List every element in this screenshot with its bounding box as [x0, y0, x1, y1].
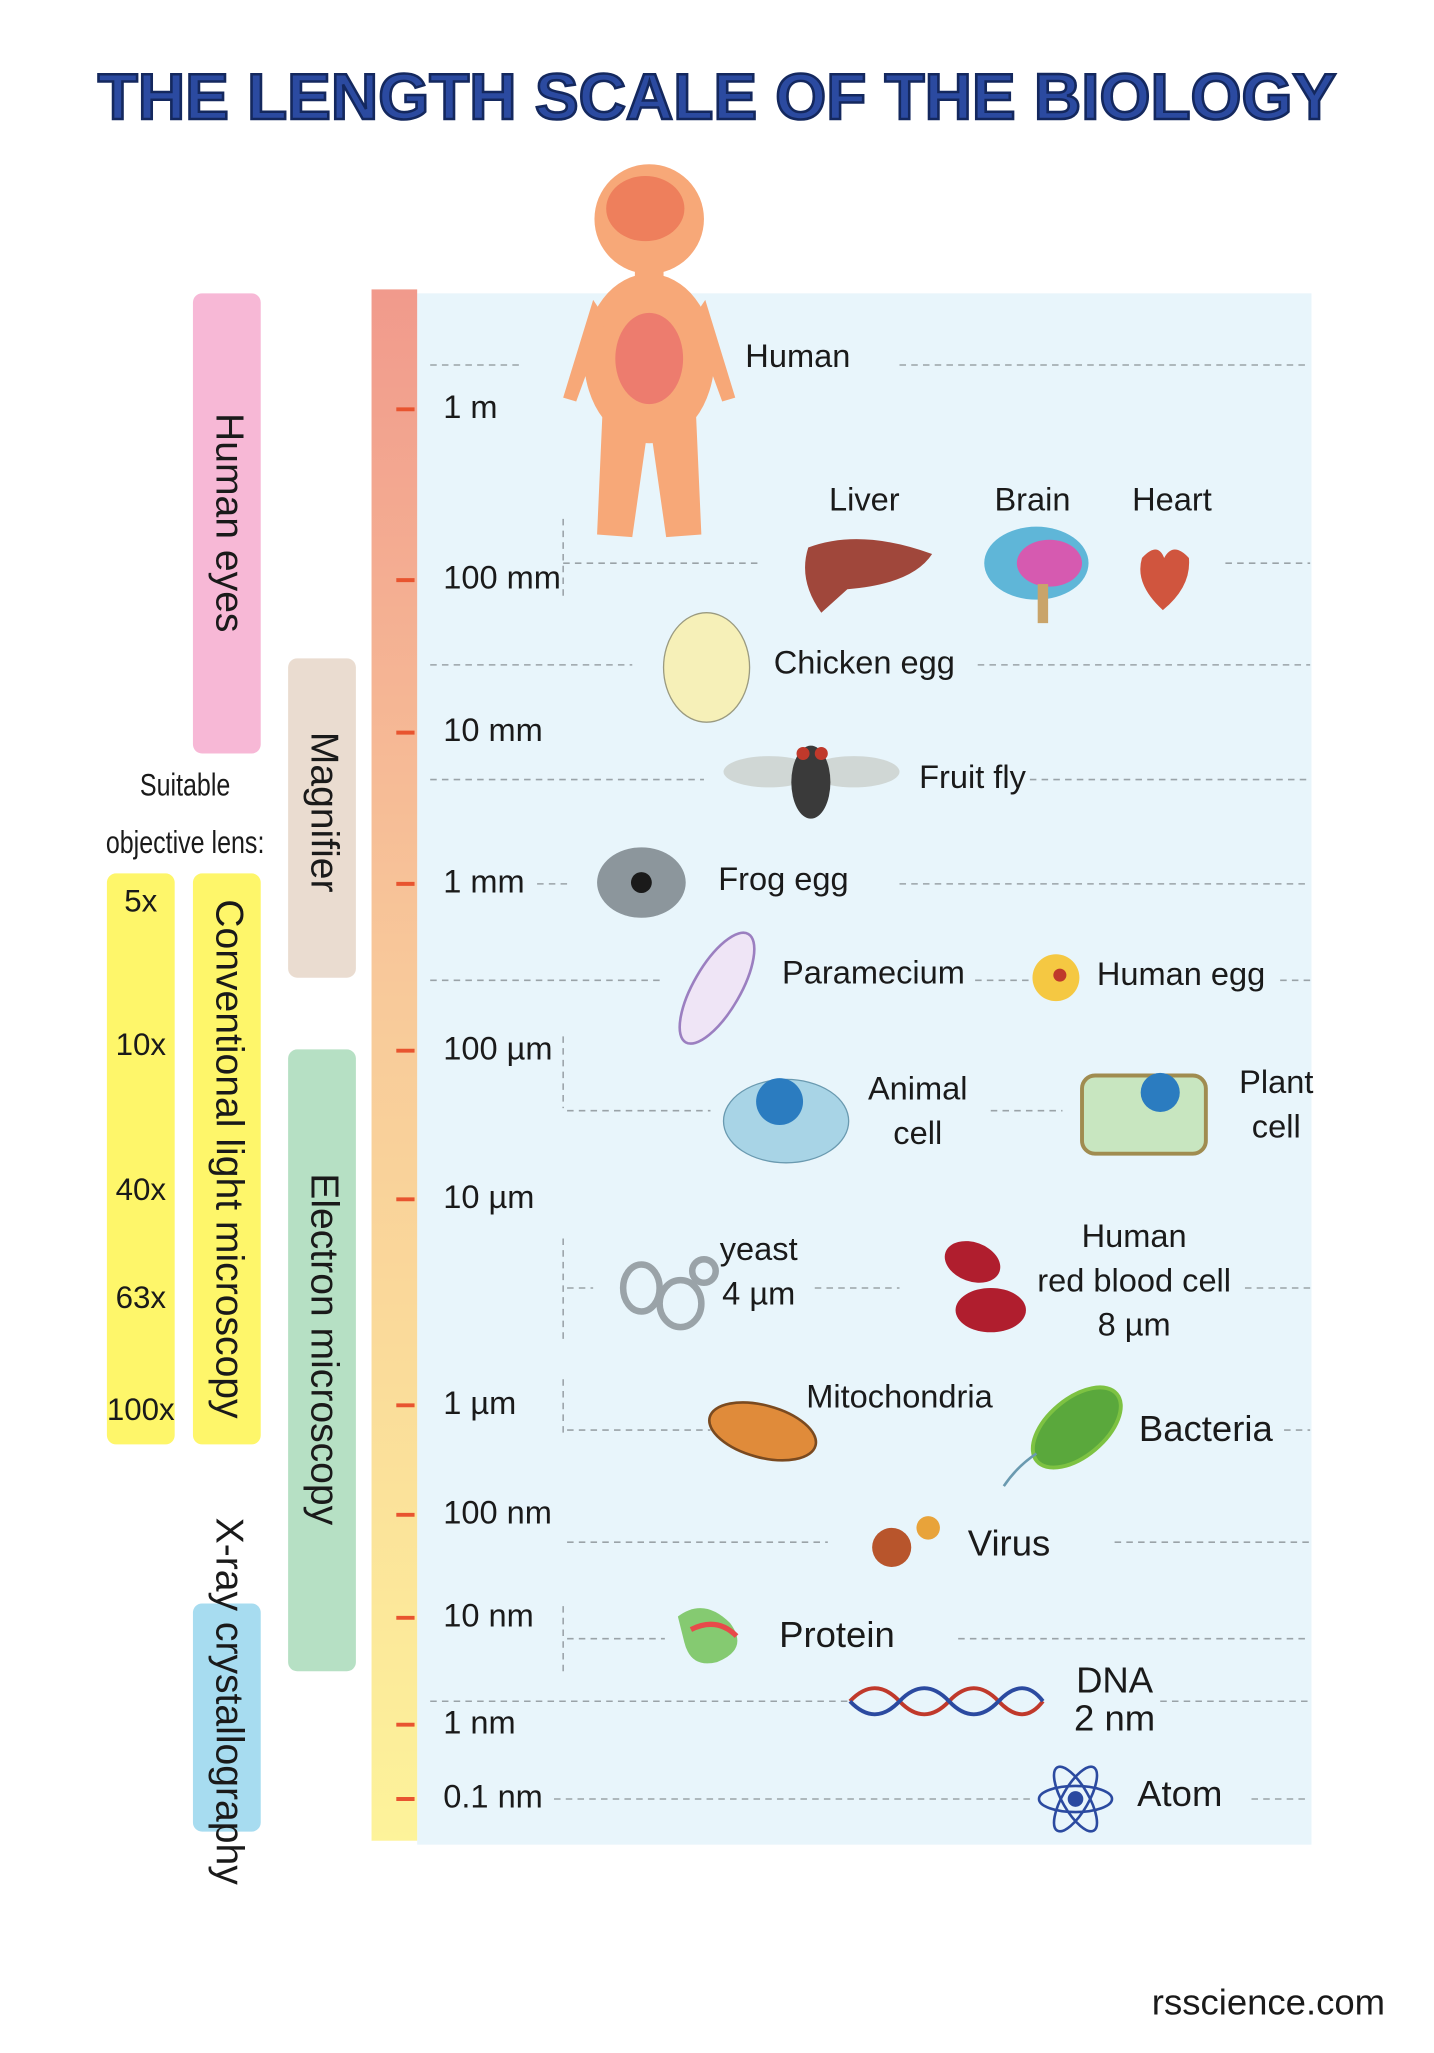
method-label: Conventional light microscopy — [208, 899, 251, 1419]
item-label: 8 µm — [1098, 1306, 1171, 1343]
title: THE LENGTH SCALE OF THE BIOLOGY — [98, 60, 1336, 133]
lens-caption: Suitable — [140, 768, 230, 803]
atom-icon — [1037, 1765, 1114, 1833]
yeast-icon — [619, 1256, 719, 1331]
item-label: DNA — [1076, 1660, 1154, 1701]
frog-egg-icon — [597, 847, 686, 918]
fruit-fly-icon — [723, 745, 900, 819]
item-label: Human egg — [1097, 955, 1265, 992]
footer: rsscience.com — [1152, 1982, 1385, 2023]
lens-value: 10x — [116, 1027, 167, 1062]
mitochondria-icon — [708, 1401, 818, 1462]
lens-caption: objective lens: — [106, 825, 265, 860]
item-label: Mitochondria — [806, 1377, 993, 1414]
item-label: Human — [1082, 1217, 1187, 1254]
method-label: Magnifier — [303, 732, 346, 893]
scale-label: 1 mm — [443, 862, 524, 899]
lens-value: 5x — [124, 884, 157, 919]
scale-label: 10 nm — [443, 1596, 534, 1633]
scale-label: 1 µm — [443, 1384, 516, 1421]
lens-value: 40x — [116, 1172, 167, 1207]
scale-label: 100 µm — [443, 1029, 552, 1066]
lens-bar — [106, 873, 175, 1445]
item-label: Chicken egg — [774, 643, 955, 680]
lens-value: 63x — [116, 1280, 167, 1315]
human-eyes-bar — [192, 293, 261, 754]
scale-label: 10 µm — [443, 1178, 534, 1215]
item-label: Protein — [779, 1614, 895, 1655]
item-label: cell — [893, 1114, 942, 1151]
paramecium-icon — [678, 931, 756, 1045]
human-icon — [563, 164, 736, 538]
dna-icon — [848, 1686, 1045, 1717]
human-egg-icon — [1032, 954, 1080, 1002]
scale-label: 10 mm — [443, 711, 543, 748]
protein-icon — [677, 1608, 739, 1664]
plant-cell-icon — [1080, 1072, 1208, 1156]
item-label: Virus — [968, 1523, 1050, 1564]
item-label: Atom — [1137, 1773, 1222, 1814]
bacteria-icon — [1002, 1385, 1123, 1487]
xray-bar — [192, 1603, 261, 1832]
item-label: Paramecium — [782, 954, 965, 991]
light-microscopy-bar — [192, 873, 261, 1445]
scale-label: 1 nm — [443, 1703, 515, 1740]
item-label: red blood cell — [1037, 1261, 1231, 1298]
lens-value: 100x — [107, 1392, 175, 1427]
animal-cell-icon — [722, 1078, 850, 1164]
chicken-egg-icon — [662, 612, 751, 723]
item-label: Brain — [994, 481, 1070, 518]
guides — [430, 364, 1311, 1800]
item-label: Human — [745, 337, 850, 374]
magnifier-bar — [288, 658, 356, 978]
scale-label: 100 mm — [443, 559, 561, 596]
item-label: Fruit fly — [919, 758, 1026, 795]
scale-label: 1 m — [443, 388, 497, 425]
scale-label: 100 nm — [443, 1493, 552, 1530]
item-label: Heart — [1132, 481, 1212, 518]
panel — [417, 293, 1312, 1845]
item-label: cell — [1252, 1108, 1301, 1145]
method-label: Human eyes — [208, 413, 251, 632]
item-label: Animal — [868, 1070, 968, 1107]
item-label: Liver — [829, 481, 900, 518]
method-label: Electron microscopy — [303, 1173, 346, 1525]
virus-icon — [872, 1516, 940, 1567]
heart-icon — [1140, 549, 1190, 611]
item-label: Bacteria — [1139, 1408, 1274, 1449]
liver-icon — [805, 539, 933, 613]
item-label: 2 nm — [1074, 1697, 1155, 1738]
item-label: 4 µm — [722, 1274, 795, 1311]
item-label: yeast — [720, 1230, 798, 1267]
item-label: Frog egg — [718, 860, 848, 897]
item-label: Plant — [1239, 1063, 1313, 1100]
scale-bar — [371, 289, 418, 1841]
brain-icon — [984, 526, 1089, 624]
scale-label: 0.1 nm — [443, 1778, 543, 1815]
method-label: X-ray crystallography — [208, 1518, 251, 1886]
electron-bar — [288, 1049, 356, 1672]
rbc-icon — [944, 1241, 1026, 1333]
